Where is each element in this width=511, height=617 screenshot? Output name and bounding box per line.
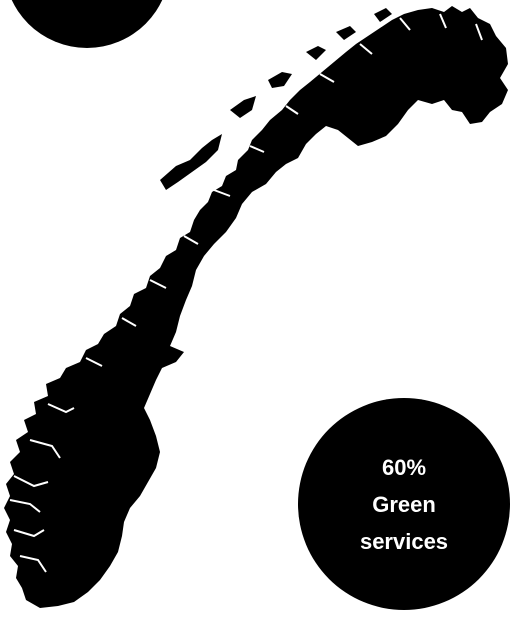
green-services-badge: 60% Green services bbox=[298, 398, 510, 610]
stat-label-line1: Green bbox=[372, 491, 436, 517]
fjord-lines bbox=[9, 13, 483, 573]
coastal-islands bbox=[160, 8, 486, 190]
stat-label-line2: services bbox=[359, 528, 449, 554]
stat-value: 60% bbox=[381, 454, 427, 480]
norway-silhouette bbox=[4, 6, 508, 608]
